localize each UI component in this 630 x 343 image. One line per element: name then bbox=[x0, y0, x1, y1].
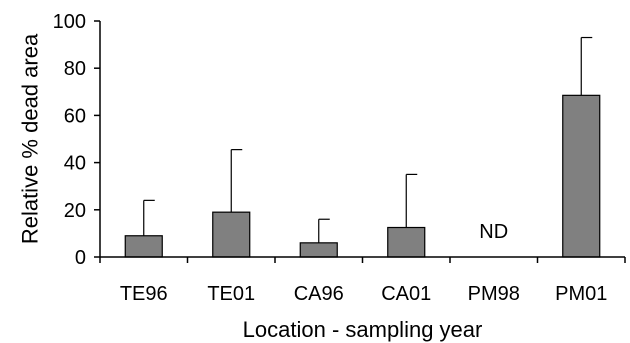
error-bars-layer bbox=[143, 36, 593, 243]
x-tick-label: TE01 bbox=[207, 283, 255, 305]
x-tick-label: TE96 bbox=[120, 283, 168, 305]
axes-layer bbox=[94, 20, 626, 263]
bar-pm01 bbox=[562, 94, 601, 258]
x-tick-label: CA01 bbox=[381, 283, 431, 305]
y-tick-label: 40 bbox=[64, 153, 86, 175]
data-label-pm98: ND bbox=[479, 221, 508, 243]
x-tick-label: PM01 bbox=[555, 283, 607, 305]
bar-te96 bbox=[124, 235, 163, 258]
y-tick-label: 20 bbox=[64, 200, 86, 222]
bars-layer bbox=[124, 94, 601, 258]
y-tick-label: 100 bbox=[53, 11, 86, 33]
bar-ca96 bbox=[299, 242, 338, 258]
y-axis-label: Relative % dead area bbox=[18, 33, 43, 244]
bar-te01 bbox=[212, 211, 251, 258]
x-axis-label: Location - sampling year bbox=[243, 317, 483, 342]
x-tick-label: CA96 bbox=[294, 283, 344, 305]
y-tick-label: 60 bbox=[64, 105, 86, 127]
y-tick-label: 0 bbox=[75, 247, 86, 269]
labels-layer: 0 20 40 60 80 100 TE96 TE01 CA96 CA01 ND PM98 PM01 bbox=[53, 11, 608, 305]
y-tick-label: 80 bbox=[64, 58, 86, 80]
x-tick-label: PM98 bbox=[468, 283, 520, 305]
bar-ca01 bbox=[387, 226, 426, 258]
